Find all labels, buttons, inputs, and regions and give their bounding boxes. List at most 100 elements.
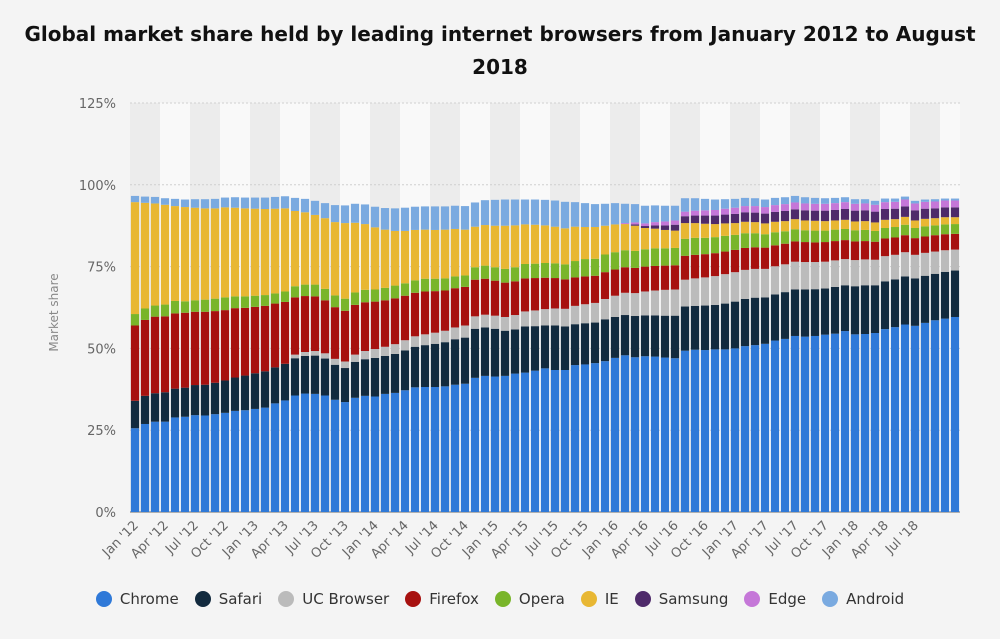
bar-segment-android (480, 200, 490, 226)
bar-segment-android (600, 203, 610, 226)
bar-segment-chrome (170, 417, 180, 512)
bar-segment-ie (200, 208, 210, 300)
bar-segment-firefox (710, 253, 720, 277)
bar-segment-safari (480, 327, 490, 376)
bar-segment-chrome (800, 336, 810, 512)
bar-segment-chrome (910, 325, 920, 512)
bar-segment-ie (530, 224, 540, 264)
bar-segment-chrome (250, 408, 260, 512)
bar-segment-safari (190, 385, 200, 416)
bar-segment-chrome (570, 365, 580, 512)
bar-segment-edge (820, 203, 830, 211)
bar-segment-ie (850, 221, 860, 231)
bar-segment-firefox (440, 290, 450, 331)
bar-segment-uc-browser (720, 274, 730, 304)
bar-segment-opera (900, 224, 910, 236)
bar-segment-samsung (830, 209, 840, 221)
bar-segment-uc-browser (830, 260, 840, 287)
bar-segment-safari (870, 285, 880, 334)
bar-segment-ie (700, 223, 710, 238)
bar-segment-uc-browser (450, 327, 460, 340)
bar-segment-opera (700, 237, 710, 255)
legend-item-ie[interactable]: IE (580, 590, 619, 608)
bar-segment-ie (220, 207, 230, 298)
bar-segment-ie (240, 208, 250, 297)
bar-segment-safari (580, 323, 590, 365)
legend-item-android[interactable]: Android (822, 590, 904, 608)
bar-segment-safari (940, 271, 950, 319)
bar-segment-opera (180, 301, 190, 313)
bar-segment-uc-browser (660, 289, 670, 316)
bar-segment-edge (750, 206, 760, 213)
legend-item-firefox[interactable]: Firefox (405, 590, 479, 608)
bar-segment-chrome (260, 407, 270, 512)
bar-segment-ie (250, 208, 260, 296)
legend-item-opera[interactable]: Opera (494, 590, 565, 608)
bar-segment-edge (930, 201, 940, 209)
bar-segment-chrome (360, 395, 370, 512)
bar-segment-android (540, 199, 550, 226)
bar-segment-chrome (760, 343, 770, 512)
bar-segment-ie (670, 230, 680, 248)
bar-segment-firefox (590, 275, 600, 303)
bar-segment-opera (630, 250, 640, 268)
legend-label: Opera (518, 590, 565, 608)
bar-segment-ie (890, 219, 900, 228)
bar-segment-opera (320, 288, 330, 301)
bar-segment-safari (330, 364, 340, 400)
bar-segment-safari (800, 289, 810, 337)
legend-item-uc-browser[interactable]: UC Browser (278, 590, 389, 608)
bar-segment-uc-browser (680, 279, 690, 307)
bar-segment-firefox (260, 305, 270, 372)
bar-segment-android (430, 206, 440, 230)
bar-segment-edge (790, 202, 800, 210)
bar-segment-uc-browser (470, 316, 480, 329)
legend-item-samsung[interactable]: Samsung (634, 590, 728, 608)
bar-segment-uc-browser (690, 278, 700, 306)
bar-segment-safari (370, 357, 380, 397)
bar-segment-edge (910, 203, 920, 211)
bar-segment-safari (250, 373, 260, 409)
bar-segment-uc-browser (950, 249, 960, 271)
bar-segment-uc-browser (860, 259, 870, 286)
bar-segment-android (760, 199, 770, 208)
bar-segment-safari (550, 325, 560, 370)
bar-segment-uc-browser (340, 361, 350, 369)
bar-segment-safari (860, 285, 870, 334)
x-tick-label: Jul '18 (882, 518, 922, 558)
legend-item-chrome[interactable]: Chrome (95, 590, 179, 608)
bar-segment-android (300, 198, 310, 213)
bar-segment-android (940, 198, 950, 201)
bar-segment-samsung (780, 210, 790, 222)
bar-segment-firefox (160, 316, 170, 393)
bar-segment-opera (410, 280, 420, 293)
bar-segment-firefox (660, 265, 670, 290)
bar-segment-chrome (900, 324, 910, 512)
bar-segment-opera (850, 230, 860, 242)
bar-segment-chrome (880, 329, 890, 512)
legend-swatch (278, 591, 295, 607)
bar-segment-ie (790, 219, 800, 230)
bar-segment-firefox (150, 316, 160, 394)
bar-segment-opera (490, 267, 500, 281)
bar-segment-ie (770, 221, 780, 233)
bar-segment-opera (610, 252, 620, 270)
bar-segment-safari (390, 353, 400, 393)
bar-segment-uc-browser (620, 292, 630, 316)
bar-segment-safari (910, 278, 920, 326)
bar-segment-ie (600, 225, 610, 255)
legend-item-safari[interactable]: Safari (194, 590, 262, 608)
bar-segment-firefox (490, 280, 500, 316)
bar-segment-android (310, 200, 320, 215)
bar-segment-opera (220, 297, 230, 311)
bar-segment-opera (510, 267, 520, 282)
bar-segment-firefox (630, 267, 640, 294)
bar-segment-ie (810, 220, 820, 231)
bar-segment-opera (830, 229, 840, 242)
bar-segment-safari (430, 343, 440, 388)
bar-segment-safari (240, 375, 250, 411)
bar-segment-opera (570, 261, 580, 278)
bar-segment-chrome (190, 415, 200, 512)
bar-segment-android (610, 203, 620, 225)
legend-item-edge[interactable]: Edge (744, 590, 806, 608)
